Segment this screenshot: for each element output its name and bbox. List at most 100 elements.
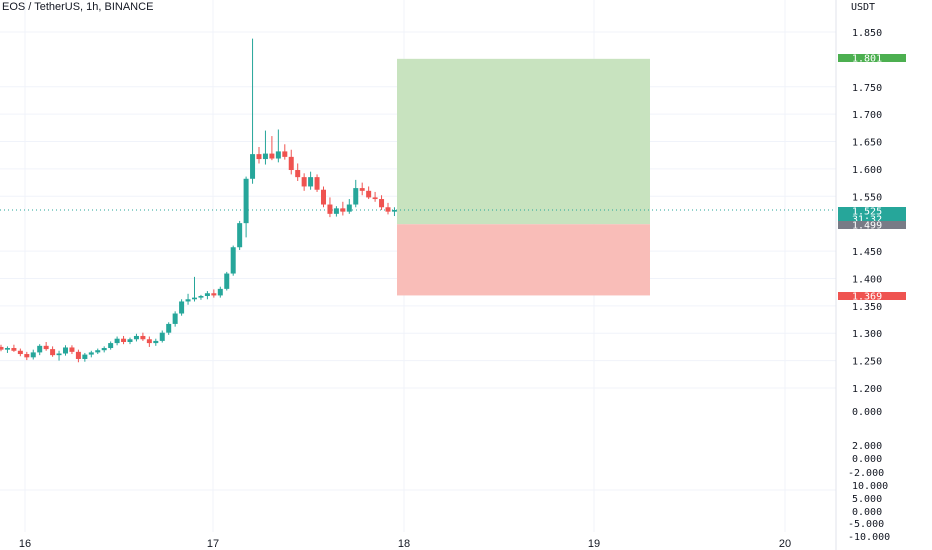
candle [56, 350, 62, 361]
candle [140, 332, 146, 341]
stop-zone[interactable] [397, 224, 650, 296]
candle-body [11, 348, 17, 351]
candle-body [308, 177, 314, 187]
candle-body [224, 273, 230, 289]
candle [250, 38, 256, 184]
candle-body [353, 188, 359, 205]
candle-body [250, 154, 256, 179]
time-axis[interactable]: 16 17 18 19 20 [19, 538, 791, 550]
candle-body [385, 207, 391, 212]
candle [50, 346, 56, 357]
candle [391, 207, 397, 217]
candle [301, 173, 307, 191]
candle-body [288, 156, 294, 171]
price-tick-label: 1.400 [852, 274, 882, 285]
candle-body [237, 223, 243, 248]
candle [262, 130, 268, 165]
candle [308, 171, 314, 190]
candle-body [340, 208, 346, 212]
candle-body [243, 178, 249, 224]
candle [69, 345, 75, 355]
candle [185, 293, 191, 305]
price-badge-label: 1.499 [852, 221, 882, 232]
indicator-tick-label: 2.000 [852, 441, 882, 452]
candle-body [146, 339, 152, 344]
candle-body [63, 347, 68, 354]
candle-body [114, 338, 120, 344]
candle [17, 348, 23, 357]
price-tick-label: 1.200 [852, 384, 882, 395]
candle-body [50, 349, 56, 356]
price-tick-label: 1.250 [852, 357, 882, 368]
candle-body [211, 293, 217, 296]
price-axis[interactable]: 1.850 1.750 1.700 1.650 1.600 1.550 1.450 1.400… [852, 28, 882, 395]
candle-body [391, 210, 397, 212]
indicator-tick-label: 5.000 [852, 494, 882, 505]
candle [198, 294, 204, 300]
candle [314, 174, 320, 192]
price-tick-label: 1.700 [852, 110, 882, 121]
candle [166, 322, 172, 335]
price-badge-bg [838, 292, 906, 300]
indicator-tick-label: -5.000 [848, 519, 884, 530]
candle-body [192, 297, 197, 300]
indicator-tick-label: 0.000 [852, 507, 882, 518]
price-badge-label: 1.525 [852, 207, 882, 218]
candle [217, 286, 223, 298]
candle-body [82, 354, 88, 359]
candle [101, 346, 107, 353]
price-tick-label: 1.300 [852, 329, 882, 340]
price-badge: 31:32 [838, 215, 906, 226]
candles [0, 38, 397, 363]
candle [75, 349, 81, 363]
candle-body [140, 335, 146, 340]
target-zone[interactable] [397, 58, 650, 225]
candle [159, 330, 165, 343]
candle-body [256, 154, 262, 160]
candle [133, 333, 139, 342]
candle-body [133, 335, 139, 340]
candle-body [88, 352, 94, 355]
indicator-tick-label: -2.000 [848, 468, 884, 479]
candle [256, 147, 262, 164]
candle [366, 186, 372, 200]
indicator-axis[interactable]: 0.0002.0000.000-2.00010.0005.0000.000-5.… [848, 407, 890, 543]
candle [63, 345, 68, 356]
candle [121, 335, 127, 345]
candle [82, 352, 88, 362]
price-badge-bg [838, 215, 906, 223]
indicator-tick-label: 0.000 [852, 407, 882, 418]
candle-body [0, 346, 4, 350]
candle [333, 206, 339, 217]
candle-body [69, 347, 75, 352]
candle [114, 336, 120, 346]
candle [172, 311, 178, 327]
price-badge-bg [838, 54, 906, 62]
price-tick-label: 1.750 [852, 83, 882, 94]
candle-body [327, 204, 333, 214]
candle [24, 351, 30, 361]
price-badge-bg [838, 221, 906, 229]
candle [95, 348, 101, 355]
candle-body [37, 345, 43, 353]
candle-body [43, 345, 49, 350]
time-tick-label: 19 [588, 538, 600, 550]
candle [243, 176, 249, 238]
candle-body [4, 348, 10, 350]
candle [269, 136, 275, 161]
candle-body [56, 353, 62, 356]
candle-body [379, 199, 385, 208]
candle [237, 220, 243, 250]
candle [192, 276, 197, 302]
price-tick-label: 1.550 [852, 192, 882, 203]
candle [11, 344, 17, 352]
candle [146, 336, 152, 347]
candle [372, 191, 378, 202]
candle-body [333, 208, 339, 214]
candle [153, 338, 159, 346]
candle [359, 182, 365, 196]
candle [127, 337, 133, 345]
symbol-title: EOS / TetherUS, 1h, BINANCE [2, 1, 153, 13]
